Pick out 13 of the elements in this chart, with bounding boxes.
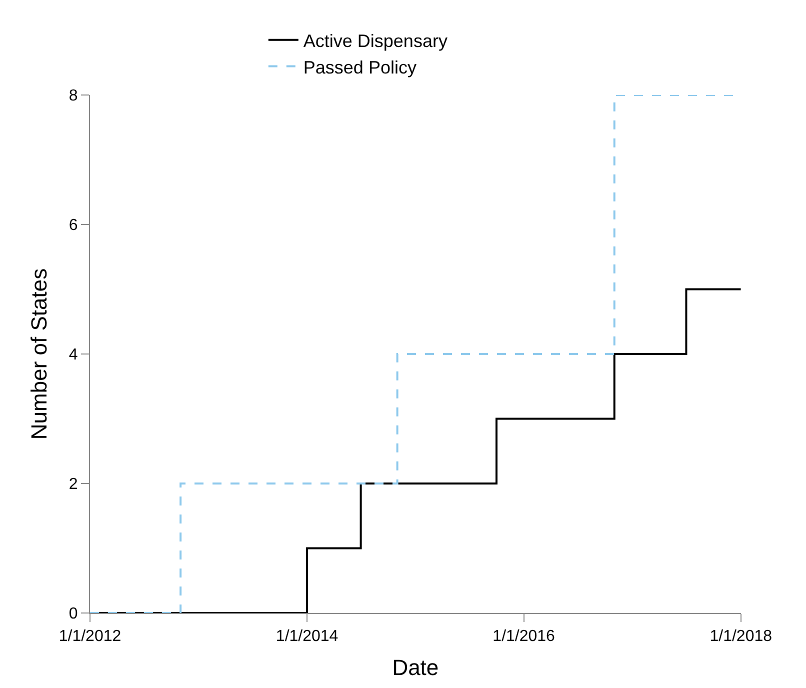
y-tick-label: 8: [68, 88, 78, 105]
y-tick-label: 6: [68, 217, 78, 234]
legend-label: Passed Policy: [303, 57, 416, 78]
x-tick-label: 1/1/2016: [492, 628, 556, 646]
x-axis-title: Date: [392, 655, 439, 680]
x-tick-label: 1/1/2018: [710, 628, 772, 646]
y-tick-label: 4: [68, 346, 78, 364]
y-axis-title: Number of States: [26, 268, 52, 440]
y-tick-label: 2: [68, 476, 78, 494]
x-tick-label: 1/1/2014: [276, 628, 338, 646]
x-tick-label: 1/1/2012: [58, 628, 122, 646]
y-tick-label: 0: [68, 606, 78, 623]
legend-label: Active Dispensary: [303, 30, 448, 51]
